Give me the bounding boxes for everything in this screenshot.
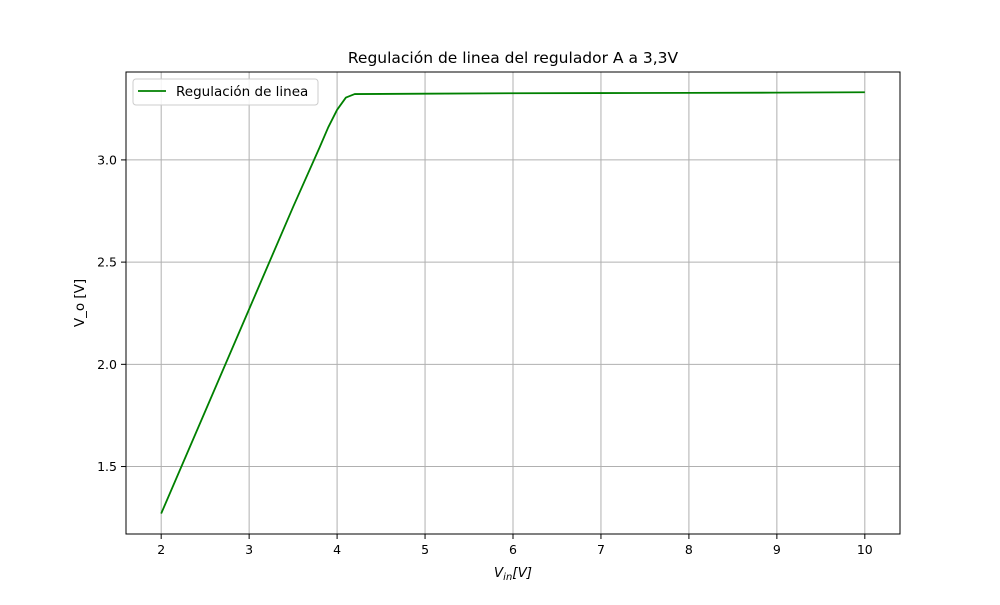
y-axis-ticks: 1.5 2.0 2.5 3.0: [97, 152, 126, 474]
x-axis-label-sub: in: [503, 572, 512, 583]
x-tick-label: 2: [157, 542, 165, 557]
y-tick-label: 1.5: [97, 459, 117, 474]
x-tick-label: 8: [685, 542, 693, 557]
x-axis-label: Vin[V]: [494, 565, 532, 583]
legend-label: Regulación de linea: [176, 84, 308, 100]
x-tick-label: 10: [857, 542, 873, 557]
x-tick-label: 9: [773, 542, 781, 557]
x-axis-label-rest: [V]: [512, 565, 532, 581]
series-line: [160, 91, 865, 514]
grid: [126, 72, 900, 534]
series-layer: [160, 91, 865, 514]
chart-title: Regulación de linea del regulador A a 3,…: [348, 49, 679, 67]
x-tick-label: 3: [245, 542, 253, 557]
x-tick-label: 7: [597, 542, 605, 557]
x-tick-label: 5: [421, 542, 429, 557]
y-axis-label: V_o [V]: [72, 279, 88, 327]
x-axis-ticks: 2 3 4 5 6 7 8 9 10: [157, 534, 873, 557]
x-axis-label-base: V: [494, 565, 505, 581]
legend-box: [132, 78, 319, 106]
x-tick-label: 4: [333, 542, 341, 557]
legend: Regulación de linea: [132, 78, 319, 106]
y-tick-label: 3.0: [97, 152, 117, 167]
y-tick-label: 2.5: [97, 255, 117, 270]
x-tick-label: 6: [509, 542, 517, 557]
y-tick-label: 2.0: [97, 357, 117, 372]
